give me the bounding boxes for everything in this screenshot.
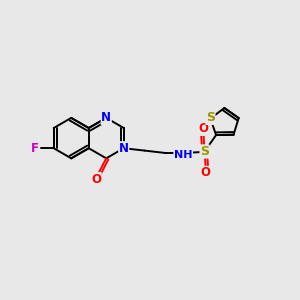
Text: O: O	[201, 167, 211, 179]
Text: O: O	[91, 172, 101, 186]
Text: O: O	[198, 122, 208, 135]
Text: S: S	[206, 111, 215, 124]
Text: N: N	[101, 111, 111, 124]
Text: S: S	[200, 145, 209, 158]
Text: F: F	[30, 142, 38, 155]
Text: NH: NH	[174, 150, 192, 160]
Text: N: N	[119, 142, 129, 155]
